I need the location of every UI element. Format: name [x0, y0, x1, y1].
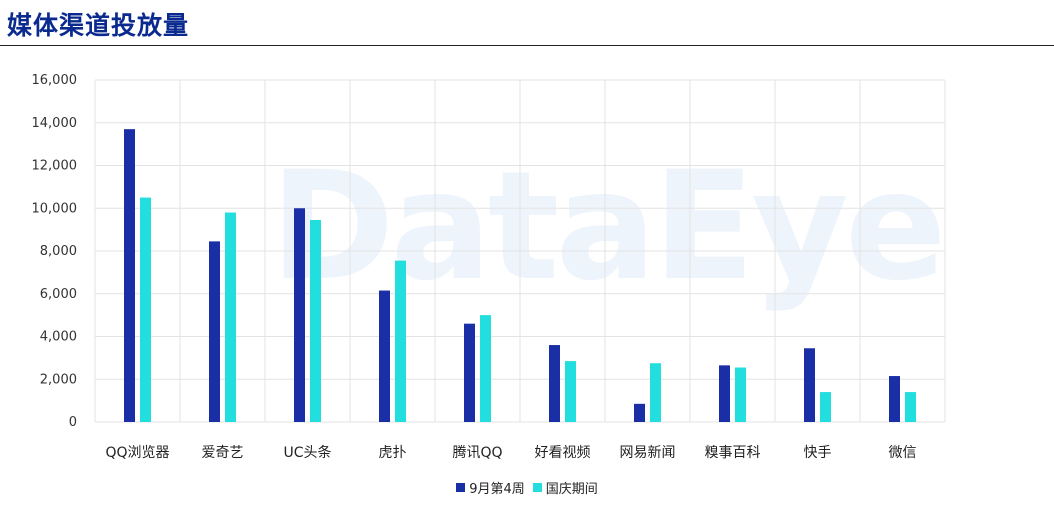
y-tick-label-7: 14,000	[32, 116, 78, 131]
x-tick-label-7: 糗事百科	[705, 445, 761, 461]
bar-0-0[interactable]	[124, 129, 135, 422]
legend-label-series-1: 国庆期间	[545, 481, 598, 497]
legend-swatch-series-1	[532, 482, 542, 492]
legend-item-series-0[interactable]: 9月第4周	[456, 478, 525, 497]
chart-svg: 0 2,000 4,000 6,000 8,000 10,000 12,000 14,000 1…	[32, 73, 946, 461]
bar-1-4[interactable]	[480, 315, 491, 422]
y-tick-label-3: 6,000	[40, 287, 77, 302]
bar-1-2[interactable]	[310, 220, 321, 422]
x-tick-label-9: 微信	[889, 445, 917, 461]
bar-1-8[interactable]	[820, 392, 831, 422]
x-tick-label-1: 爱奇艺	[202, 444, 244, 461]
bar-1-5[interactable]	[565, 361, 576, 422]
bar-0-8[interactable]	[804, 348, 815, 422]
bar-1-6[interactable]	[650, 363, 661, 422]
bar-0-1[interactable]	[209, 241, 220, 422]
x-tick-label-3: 虎扑	[379, 445, 407, 461]
bar-1-7[interactable]	[735, 367, 746, 422]
x-tick-label-0: QQ浏览器	[105, 445, 169, 461]
y-tick-label-0: 0	[69, 415, 77, 430]
page-title: 媒体渠道投放量	[7, 11, 190, 40]
bar-0-9[interactable]	[889, 376, 900, 422]
y-tick-label-2: 4,000	[40, 330, 77, 345]
legend-label-series-0: 9月第4周	[469, 481, 525, 497]
bar-0-5[interactable]	[549, 345, 560, 422]
legend: 9月第4周 国庆期间	[0, 478, 1054, 497]
y-tick-label-5: 10,000	[32, 201, 78, 216]
bar-chart: 0 2,000 4,000 6,000 8,000 10,000 12,000 14,000 1…	[0, 60, 1054, 506]
bar-0-2[interactable]	[294, 208, 305, 422]
title-divider	[0, 45, 1054, 46]
watermark: DataEye	[270, 140, 947, 314]
x-tick-label-8: 快手	[804, 445, 832, 461]
x-tick-label-5: 好看视频	[535, 445, 591, 461]
bar-1-9[interactable]	[905, 392, 916, 422]
legend-swatch-series-0	[456, 482, 466, 492]
y-tick-label-4: 8,000	[40, 244, 77, 259]
bar-0-6[interactable]	[634, 403, 645, 422]
bar-1-0[interactable]	[140, 197, 151, 422]
bar-0-7[interactable]	[719, 365, 730, 422]
legend-item-series-1[interactable]: 国庆期间	[532, 478, 598, 497]
bar-0-3[interactable]	[379, 290, 390, 422]
x-tick-label-4: 腾讯QQ	[452, 444, 502, 461]
y-tick-label-6: 12,000	[32, 159, 78, 174]
x-tick-label-6: 网易新闻	[620, 445, 676, 461]
x-tick-label-2: UC头条	[283, 444, 331, 461]
bar-1-1[interactable]	[225, 212, 236, 422]
bar-0-4[interactable]	[464, 323, 475, 422]
bar-1-3[interactable]	[395, 260, 406, 422]
y-tick-label-1: 2,000	[40, 372, 77, 387]
y-tick-label-8: 16,000	[32, 73, 78, 88]
